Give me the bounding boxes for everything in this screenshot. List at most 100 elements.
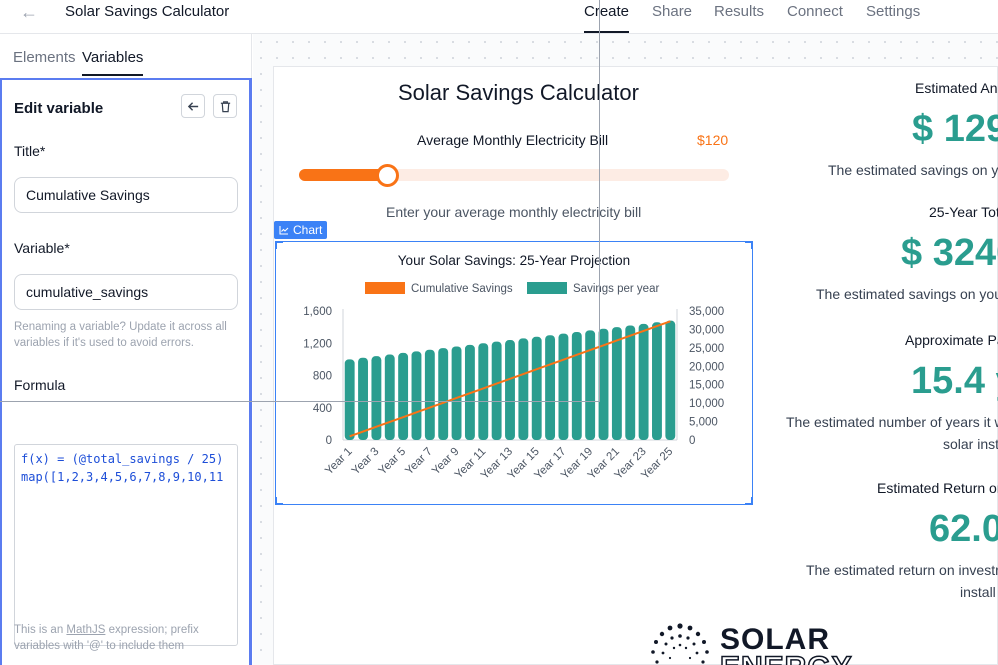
slider-fill	[299, 169, 388, 181]
formula-label: Formula	[14, 377, 66, 393]
x-tick-label: Year 7	[403, 446, 435, 478]
formula-editor[interactable]: f(x) = (@total_savings / 25) map([1,2,3,…	[14, 444, 238, 646]
mathjs-link[interactable]: MathJS	[66, 624, 106, 636]
sidebar-tab-elements[interactable]: Elements	[13, 49, 76, 66]
bar-savings-per-year	[398, 352, 409, 440]
bar-savings-per-year	[545, 335, 556, 440]
bar-savings-per-year	[438, 348, 449, 440]
bar-savings-per-year	[625, 325, 636, 440]
tab-connect[interactable]: Connect	[787, 3, 843, 20]
y2-tick-label: 30,000	[689, 324, 724, 336]
chart-icon	[279, 226, 289, 235]
result-heading: Estimated An	[915, 80, 998, 96]
formula-hint-text: This is an	[14, 624, 67, 636]
panel-title: Edit variable	[14, 100, 104, 117]
tab-settings[interactable]: Settings	[866, 3, 921, 20]
y-tick-label: 400	[313, 403, 332, 415]
bar-savings-per-year	[411, 351, 422, 440]
bar-savings-per-year	[344, 359, 355, 440]
resize-handle[interactable]	[745, 241, 753, 249]
legend-swatch	[365, 282, 405, 294]
result-description: The estimated number of years it w	[786, 414, 998, 430]
savings-chart: Your Solar Savings: 25-Year Projection Cu…	[303, 253, 724, 482]
back-button[interactable]	[181, 94, 205, 118]
sidebar-tab-variables[interactable]: Variables	[82, 49, 144, 66]
bar-savings-per-year	[638, 323, 649, 440]
bar-savings-per-year	[665, 320, 676, 440]
top-bar: ← Solar Savings Calculator Create Share …	[0, 0, 998, 34]
bar-savings-per-year	[652, 322, 662, 440]
result-description: The estimated return on investr	[806, 562, 998, 578]
result-description: The estimated savings on your	[816, 286, 998, 302]
y2-tick-label: 20,000	[689, 361, 724, 373]
slider-thumb[interactable]	[375, 164, 399, 187]
y-tick-label: 1,600	[303, 306, 332, 318]
sidebar-tab-indicator	[82, 74, 143, 76]
x-tick-label: Year 3	[350, 446, 382, 478]
y2-tick-label: 5,000	[689, 417, 718, 429]
bar-savings-per-year	[451, 346, 462, 440]
bar-savings-per-year	[558, 333, 569, 440]
y-tick-label: 0	[326, 435, 332, 447]
tab-results[interactable]: Results	[714, 3, 765, 20]
y-tick-label: 800	[313, 371, 332, 383]
bar-savings-per-year	[571, 331, 582, 440]
app-title: Solar Savings Calculator	[65, 3, 230, 20]
solar-energy-logo-icon	[651, 623, 709, 664]
active-tab-indicator	[584, 31, 629, 33]
result-heading: 25-Year Tot	[929, 204, 998, 220]
result-description: solar inst	[943, 436, 998, 452]
resize-handle[interactable]	[745, 497, 753, 505]
bar-savings-per-year	[384, 354, 395, 440]
x-tick-label: Year 5	[377, 446, 409, 478]
chart-tag-label: Chart	[293, 223, 323, 237]
formula-line: f(x) = (@total_savings / 25)	[21, 452, 224, 466]
bar-savings-per-year	[518, 338, 529, 440]
result-heading: Estimated Return on	[877, 480, 998, 496]
result-value: 15.4 y	[911, 360, 998, 402]
bar-savings-per-year	[598, 328, 609, 440]
result-value: 62.0	[929, 508, 998, 550]
y2-tick-label: 0	[689, 435, 695, 447]
formula-line: map([1,2,3,4,5,6,7,8,9,10,11	[21, 470, 224, 484]
arrow-left-icon[interactable]: ←	[20, 2, 38, 22]
result-value: $ 3240	[901, 232, 998, 274]
arrow-left-icon	[187, 101, 198, 111]
slider-label: Average Monthly Electricity Bill	[417, 132, 609, 148]
result-description: The estimated savings on yo	[828, 162, 998, 178]
title-input[interactable]	[14, 177, 238, 213]
result-description: install	[960, 584, 996, 600]
sidebar: Elements Variables Edit variable Title* …	[0, 34, 252, 665]
result-value: $ 129	[912, 108, 998, 150]
logo-text: SOLAR	[720, 623, 830, 656]
bar-savings-per-year	[611, 327, 622, 440]
y2-tick-label: 15,000	[689, 380, 724, 392]
bar-savings-per-year	[358, 357, 368, 440]
formula-hint: This is an MathJS expression; prefix var…	[14, 622, 242, 654]
bar-savings-per-year	[505, 340, 515, 440]
trash-icon	[220, 100, 230, 112]
bill-slider[interactable]	[299, 169, 729, 181]
resize-handle[interactable]	[275, 241, 283, 249]
tab-share[interactable]: Share	[652, 3, 693, 20]
chart-title: Your Solar Savings: 25-Year Projection	[398, 253, 630, 268]
calculator-title: Solar Savings Calculator	[398, 80, 639, 105]
chart-tag[interactable]: Chart	[274, 221, 328, 239]
delete-button[interactable]	[213, 94, 237, 118]
bar-savings-per-year	[371, 356, 382, 440]
bar-savings-per-year	[491, 341, 502, 440]
bar-savings-per-year	[531, 336, 542, 440]
logo-text: ENERGY	[719, 652, 853, 665]
variable-input[interactable]	[14, 274, 238, 310]
legend-swatch	[527, 282, 567, 294]
bar-savings-per-year	[585, 330, 596, 440]
y2-tick-label: 10,000	[689, 398, 724, 410]
tab-create[interactable]: Create	[584, 3, 630, 20]
y-tick-label: 1,200	[303, 338, 332, 350]
x-tick-label: Year 1	[323, 446, 355, 478]
slider-value: $120	[697, 132, 729, 148]
chart-selection[interactable]	[275, 241, 753, 505]
formula-hint-text: expression; prefix variables with '@' to…	[14, 624, 199, 652]
variable-label: Variable*	[14, 240, 70, 256]
resize-handle[interactable]	[275, 497, 283, 505]
